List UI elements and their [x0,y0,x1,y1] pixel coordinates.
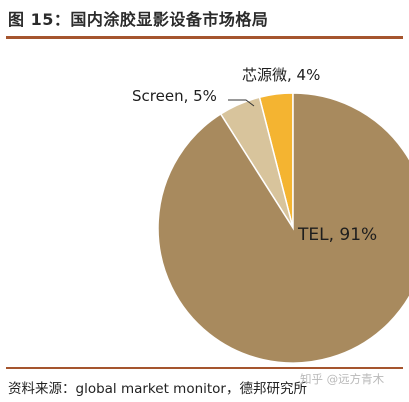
slice-label-xinyuanwei: 芯源微, 4% [242,66,320,84]
title-divider [6,36,403,39]
leader-line-screen [228,99,255,107]
slice-label-tel: TEL, 91% [297,225,377,245]
source-note: 资料来源：global market monitor，德邦研究所 [8,381,307,397]
figure-title: 图 15：国内涂胶显影设备市场格局 [8,10,269,29]
pie-slices [157,92,409,364]
source-divider [6,367,403,369]
pie-slice-tel [157,92,409,364]
slice-label-screen: Screen, 5% [132,87,217,105]
watermark: 知乎 @远方青木 [300,372,385,386]
